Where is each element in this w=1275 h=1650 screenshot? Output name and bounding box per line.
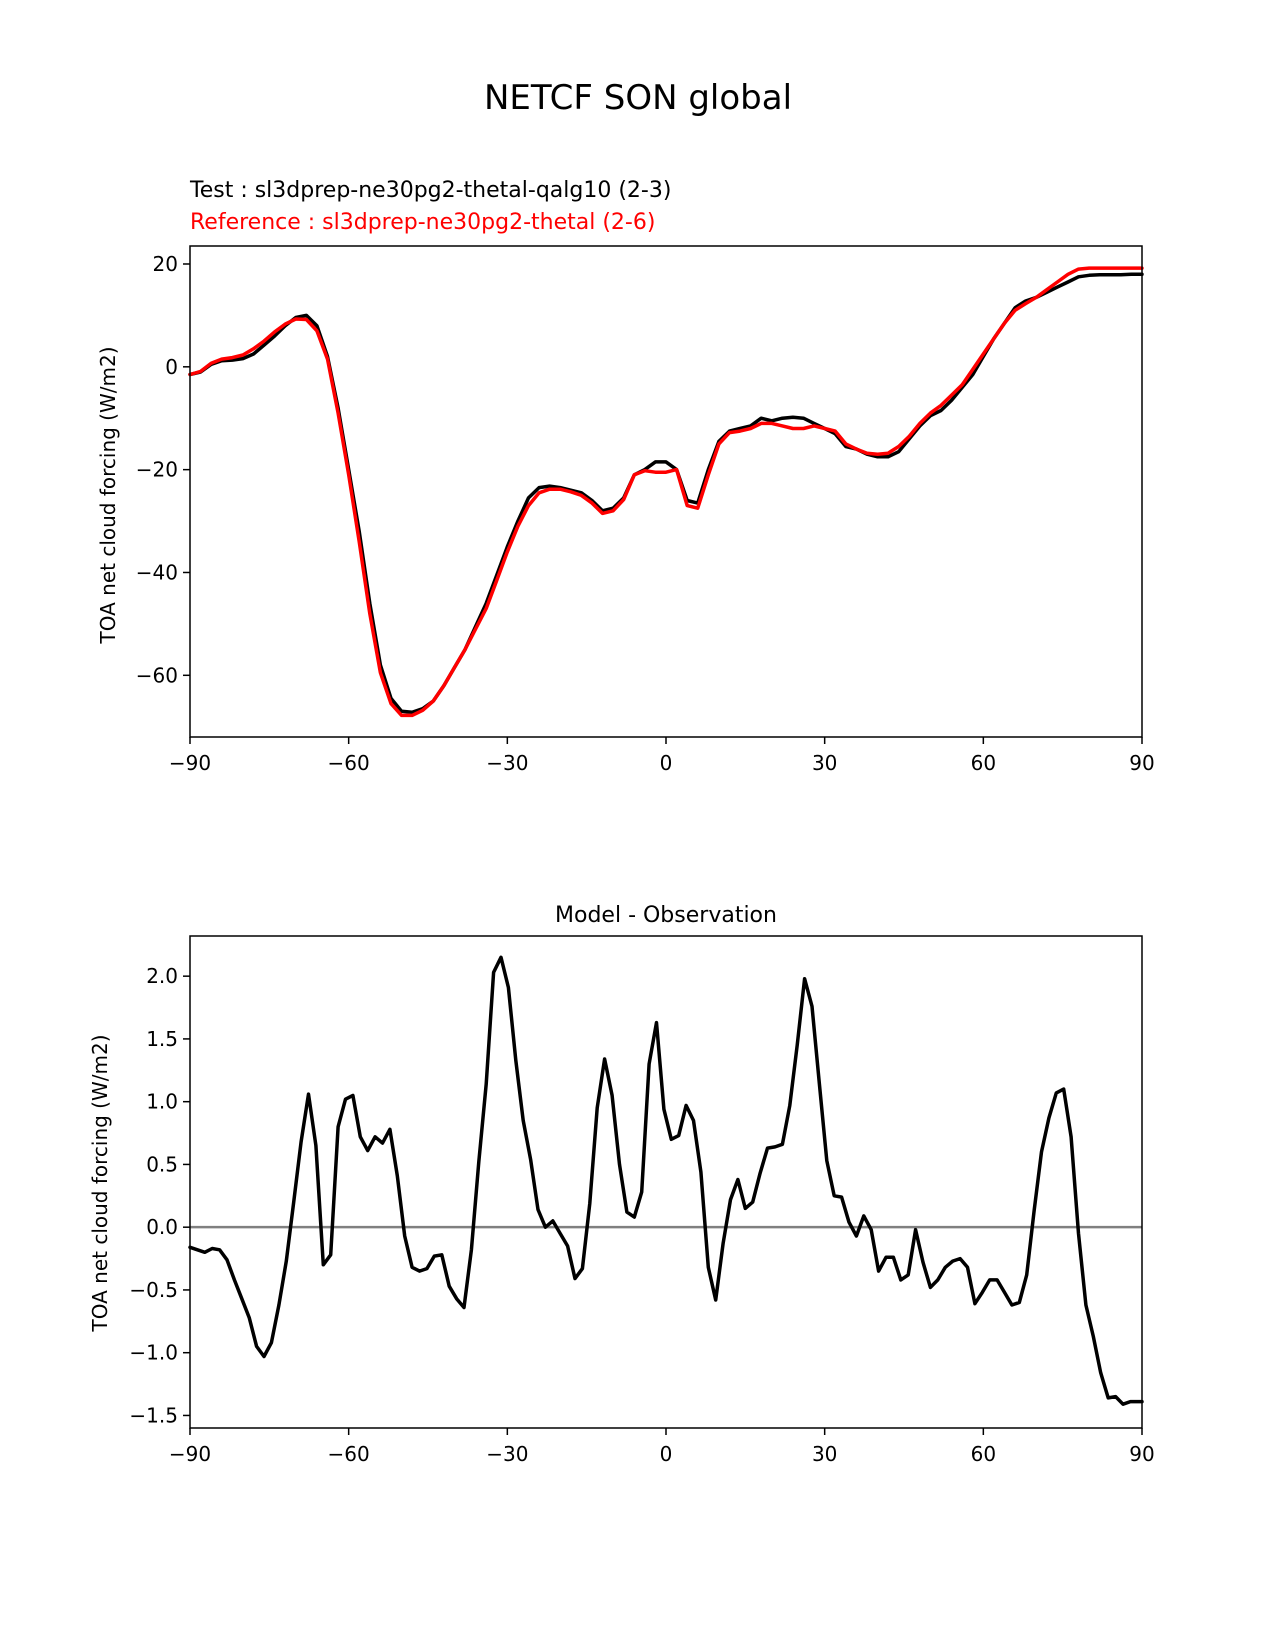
bottom-y-tick-label: 0.0 [146, 1215, 178, 1239]
test-label: Test : sl3dprep-ne30pg2-thetal-qalg10 (2… [189, 178, 671, 203]
bottom-y-tick-label: 1.5 [146, 1027, 178, 1051]
bottom-x-tick-label: −30 [486, 1442, 528, 1466]
bottom-x-tick-label: −60 [328, 1442, 370, 1466]
bottom-series-group [188, 955, 1144, 1406]
bottom-x-tick-label: 30 [812, 1442, 837, 1466]
bottom-y-tick-label: −1.5 [129, 1403, 178, 1427]
top-y-tick-label: −20 [136, 458, 178, 482]
top-plot-frame [189, 245, 1143, 738]
bottom-x-tick-label: −90 [169, 1442, 211, 1466]
top-y-tick-label: −60 [136, 663, 178, 687]
figure-title: NETCF SON global [484, 78, 792, 118]
reference-label: Reference : sl3dprep-ne30pg2-thetal (2-6… [190, 210, 655, 235]
bottom-x-tick-label: 60 [971, 1442, 996, 1466]
bottom-series-line-0 [188, 955, 1144, 1406]
bottom-ticks-group: −90 −60 −30 0 30 60 90 −1.5 −1.0 −0.5 0.0 0.5 1.0 1.5… [129, 964, 1154, 1466]
bottom-y-tick-label: 0.5 [146, 1152, 178, 1176]
top-x-tick-label: 60 [971, 751, 996, 775]
bottom-y-tick-label: 1.0 [146, 1090, 178, 1114]
bottom-y-tick-label: −1.0 [129, 1341, 178, 1365]
bottom-x-tick-label: 0 [660, 1442, 673, 1466]
bottom-y-tick-label: 2.0 [146, 964, 178, 988]
top-y-tick-label: −40 [136, 560, 178, 584]
top-series-group [188, 266, 1144, 718]
top-ticks-group: −90 −60 −30 0 30 60 90 −60 −40 −20 0 20 [136, 252, 1155, 775]
bottom-x-tick-label: 90 [1129, 1442, 1154, 1466]
bottom-chart: Model - Observation TOA net cloud forcin… [88, 903, 1155, 1466]
bottom-y-tick-label: −0.5 [129, 1278, 178, 1302]
bottom-chart-title: Model - Observation [555, 903, 777, 928]
bottom-y-axis-label: TOA net cloud forcing (W/m2) [88, 1034, 112, 1332]
bottom-plot-frame [189, 935, 1143, 1429]
top-x-tick-label: −90 [169, 751, 211, 775]
top-chart: Test : sl3dprep-ne30pg2-thetal-qalg10 (2… [96, 178, 1155, 775]
top-x-tick-label: 0 [660, 751, 673, 775]
top-x-tick-label: 90 [1129, 751, 1154, 775]
top-series-line-1 [188, 266, 1144, 718]
top-x-tick-label: −60 [328, 751, 370, 775]
top-y-tick-label: 20 [153, 252, 178, 276]
top-y-tick-label: 0 [165, 355, 178, 379]
top-y-axis-label: TOA net cloud forcing (W/m2) [96, 346, 120, 644]
top-x-tick-label: −30 [486, 751, 528, 775]
top-x-tick-label: 30 [812, 751, 837, 775]
